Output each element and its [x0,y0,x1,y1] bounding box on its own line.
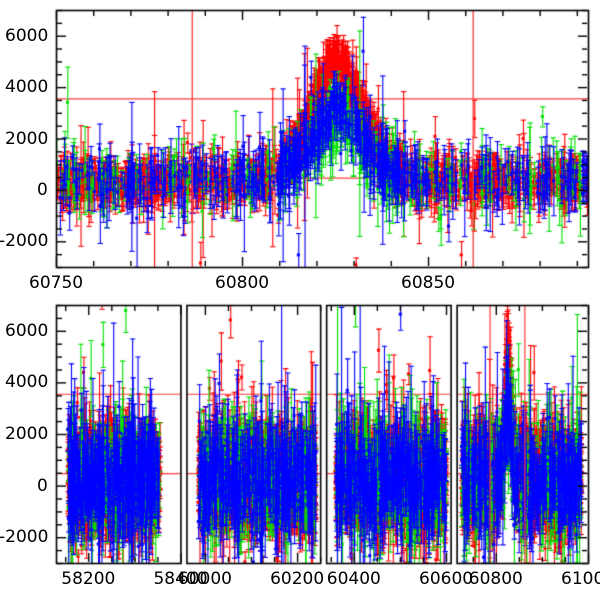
light-curve-figure: 60750 60800 60850 -2000 0 2000 4000 6000 58200 58… [0,0,600,600]
light-curve-canvas [0,0,600,600]
